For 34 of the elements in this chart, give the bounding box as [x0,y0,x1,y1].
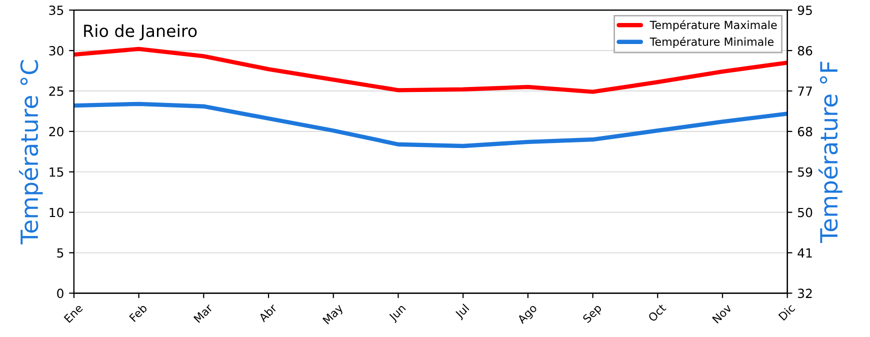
y2-tick-label: 77 [798,86,812,96]
x-tick-label: Mar [193,303,214,324]
y2-tick-label: 95 [798,6,812,16]
y-tick-label: 20 [49,126,64,136]
y2-tick-label: 86 [798,46,812,56]
y-tick-label: 25 [49,86,64,96]
y-tick-label: 15 [50,168,64,177]
y-tick-label: 30 [49,46,64,56]
y-tick-label: 35 [49,6,64,16]
x-tick-label: Oct [648,303,667,322]
x-tick-label: Jun [388,304,408,324]
y2-tick-label: 59 [798,167,812,177]
line-series [74,102,788,148]
y2-tick-label: 32 [798,288,812,298]
y2-tick-label: 50 [798,208,812,218]
y-axis-title: Température °C [18,60,43,244]
legend-label: Température Minimale [650,36,774,48]
x-tick-label: Jul [454,304,471,320]
x-tick-label: Sep [582,303,604,325]
y-tick-label: 10 [50,208,64,218]
y-tick-label: 0 [57,288,64,298]
x-tick-label: Ene [64,304,84,323]
legend-label: Température Maximale [650,20,777,32]
x-tick-label: Dic [778,303,796,321]
y2-axis-title: Température °F [818,62,842,243]
x-tick-label: Nov [712,303,732,324]
x-tick-label: Feb [128,303,148,322]
text: Rio de Janeiro [84,24,197,40]
x-tick-label: Ago [516,304,539,326]
x-tick-label: Abr [258,302,278,323]
y2-tick-label: 41 [798,248,812,258]
y-tick-label: 5 [57,248,64,258]
y2-tick-label: 68 [798,126,812,136]
line-series [74,46,788,94]
